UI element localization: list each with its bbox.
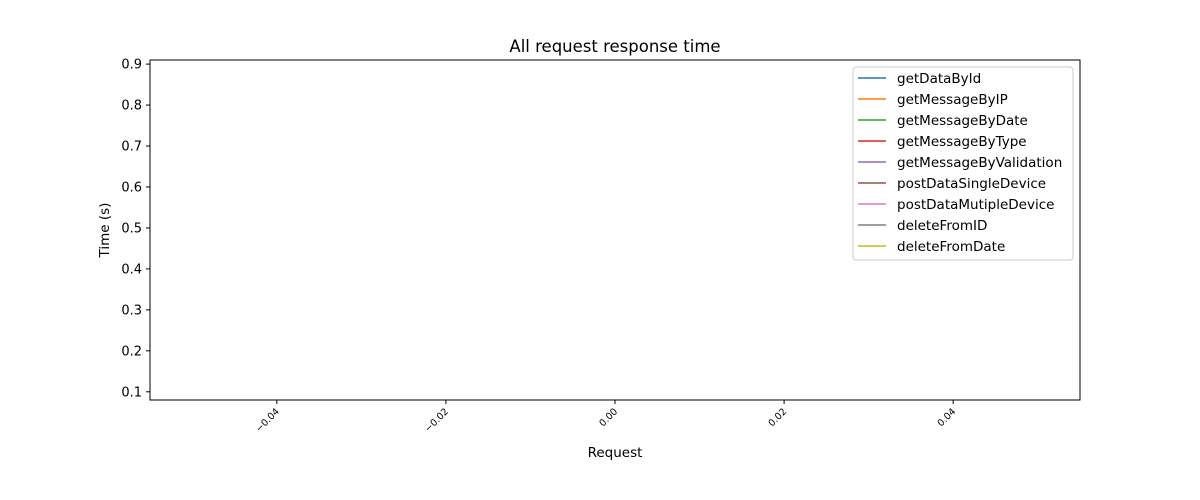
legend-entry: postDataSingleDevice	[897, 176, 1046, 192]
x-tick-label: −0.04	[254, 406, 282, 434]
x-tick-label: −0.02	[423, 406, 451, 434]
x-tick-label: 0.00	[597, 406, 620, 429]
y-tick-label: 0.5	[121, 221, 142, 236]
x-tick-label: 0.04	[936, 406, 959, 429]
legend-entry: postDataMutipleDevice	[897, 197, 1054, 213]
legend-entry: deleteFromID	[897, 218, 987, 234]
y-axis-label: Time (s)	[97, 203, 113, 259]
y-tick-label: 0.1	[121, 385, 142, 400]
y-axis: 0.1 0.2 0.3 0.4 0.5 0.6 0.7 0.8 0.9	[121, 58, 150, 400]
y-tick-label: 0.8	[121, 99, 142, 114]
legend-entry: getMessageByType	[897, 134, 1027, 150]
legend-entry: getMessageByIP	[897, 92, 1008, 108]
y-tick-label: 0.4	[121, 262, 142, 277]
x-axis-label: Request	[588, 445, 643, 461]
legend-entry: getDataById	[897, 71, 981, 87]
y-tick-label: 0.6	[121, 180, 142, 195]
legend: getDataById getMessageByIP getMessageByDat…	[852, 66, 1074, 261]
legend-entry: getMessageByValidation	[897, 155, 1062, 171]
legend-entry: getMessageByDate	[897, 113, 1028, 129]
x-tick-label: 0.02	[766, 406, 789, 429]
y-tick-label: 0.9	[121, 58, 142, 73]
chart-title: All request response time	[509, 37, 720, 56]
y-tick-label: 0.7	[121, 140, 142, 155]
x-axis: −0.04 −0.02 0.00 0.02 0.04	[254, 400, 959, 435]
legend-entry: deleteFromDate	[897, 239, 1005, 255]
y-tick-label: 0.2	[121, 344, 142, 359]
legend-box	[852, 66, 1074, 261]
y-tick-label: 0.3	[121, 303, 142, 318]
